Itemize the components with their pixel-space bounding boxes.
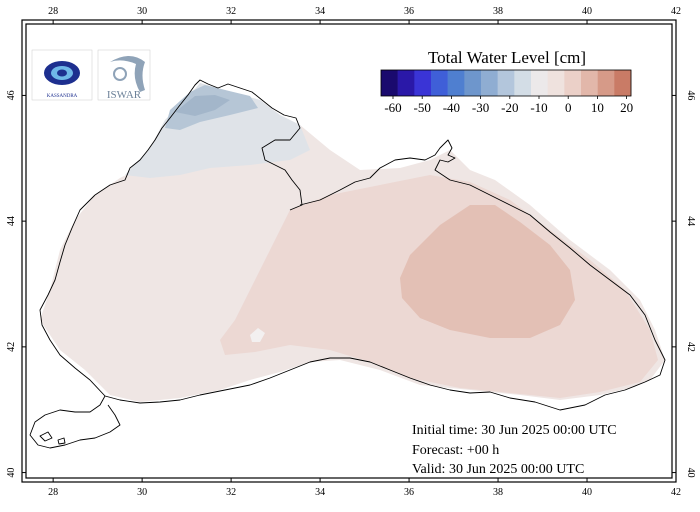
x-axis-ticks-top: 28 30 32 34 36 38 40 42	[48, 6, 681, 24]
legend-swatch	[481, 70, 498, 96]
x-tick-label-bottom: 40	[582, 487, 592, 498]
legend-swatch	[431, 70, 448, 96]
x-tick-label-top: 34	[315, 6, 325, 17]
legend-swatch	[447, 70, 465, 96]
y-tick-label-left: 40	[6, 468, 17, 478]
y-axis-ticks-left: 46 44 42 40	[6, 90, 26, 478]
y-tick-label-right: 46	[685, 90, 696, 100]
y-tick-label-left: 42	[6, 342, 17, 352]
legend-swatch	[614, 70, 632, 96]
x-tick-label-top: 32	[226, 6, 236, 17]
legend-label: -10	[530, 100, 547, 115]
legend-labels: -60 -50 -40 -30 -20 -10 0 10 20	[384, 96, 633, 115]
y-axis-ticks-right: 46 44 42 40	[672, 90, 696, 478]
legend-colorbar-border	[380, 69, 632, 97]
legend-title: Total Water Level [cm]	[428, 48, 586, 67]
forecast-info: Initial time: 30 Jun 2025 00:00 UTC Fore…	[412, 423, 617, 477]
legend-label: 10	[591, 100, 604, 115]
y-tick-label-right: 40	[685, 468, 696, 478]
y-tick-label-left: 44	[6, 216, 17, 226]
legend-swatch	[514, 70, 532, 96]
iswar-logo-text: ISWAR	[107, 89, 142, 101]
initial-time-text: Initial time: 30 Jun 2025 00:00 UTC	[412, 423, 617, 438]
legend-swatch	[381, 70, 398, 96]
x-axis-ticks-bottom: 28 30 32 34 36 38 40 42	[48, 478, 681, 498]
legend-swatch	[531, 70, 548, 96]
x-tick-label-bottom: 36	[404, 487, 414, 498]
legend-swatch	[497, 70, 515, 96]
kassandra-logo-text: KASSANDRA	[47, 94, 78, 99]
y-tick-label-left: 46	[6, 90, 17, 100]
legend-swatch	[414, 70, 432, 96]
x-tick-label-bottom: 32	[226, 487, 236, 498]
forecast-text: Forecast: +00 h	[412, 443, 499, 458]
x-tick-label-bottom: 42	[671, 487, 681, 498]
x-tick-label-top: 36	[404, 6, 414, 17]
legend-swatch	[547, 70, 565, 96]
x-tick-label-top: 40	[582, 6, 592, 17]
legend-swatch	[397, 70, 415, 96]
legend-swatch	[581, 70, 598, 96]
x-tick-label-bottom: 28	[48, 487, 58, 498]
legend-label: -20	[501, 100, 518, 115]
legend-label: 0	[565, 100, 572, 115]
x-tick-label-top: 38	[493, 6, 503, 17]
coastline	[29, 79, 666, 449]
legend-colorbar	[380, 69, 632, 97]
y-tick-label-right: 42	[685, 342, 696, 352]
x-tick-label-bottom: 34	[315, 487, 325, 498]
y-tick-label-right: 44	[685, 216, 696, 226]
legend-swatch	[464, 70, 482, 96]
legend-label: -50	[414, 100, 431, 115]
x-tick-label-bottom: 38	[493, 487, 503, 498]
x-tick-label-top: 28	[48, 6, 58, 17]
kassandra-logo: KASSANDRA	[31, 49, 93, 101]
x-tick-label-top: 42	[671, 6, 681, 17]
x-tick-label-bottom: 30	[137, 487, 147, 498]
legend-label: -40	[443, 100, 460, 115]
x-tick-label-top: 30	[137, 6, 147, 17]
iswar-logo: ISWAR	[97, 49, 151, 101]
valid-time-text: Valid: 30 Jun 2025 00:00 UTC	[412, 462, 584, 477]
legend-label: -30	[472, 100, 489, 115]
legend-label: 20	[620, 100, 633, 115]
legend-label: -60	[384, 100, 401, 115]
legend: Total Water Level [cm] -60 -50 -40 -30 -20 -1…	[380, 48, 633, 115]
legend-swatch	[564, 70, 582, 96]
legend-swatch	[597, 70, 615, 96]
